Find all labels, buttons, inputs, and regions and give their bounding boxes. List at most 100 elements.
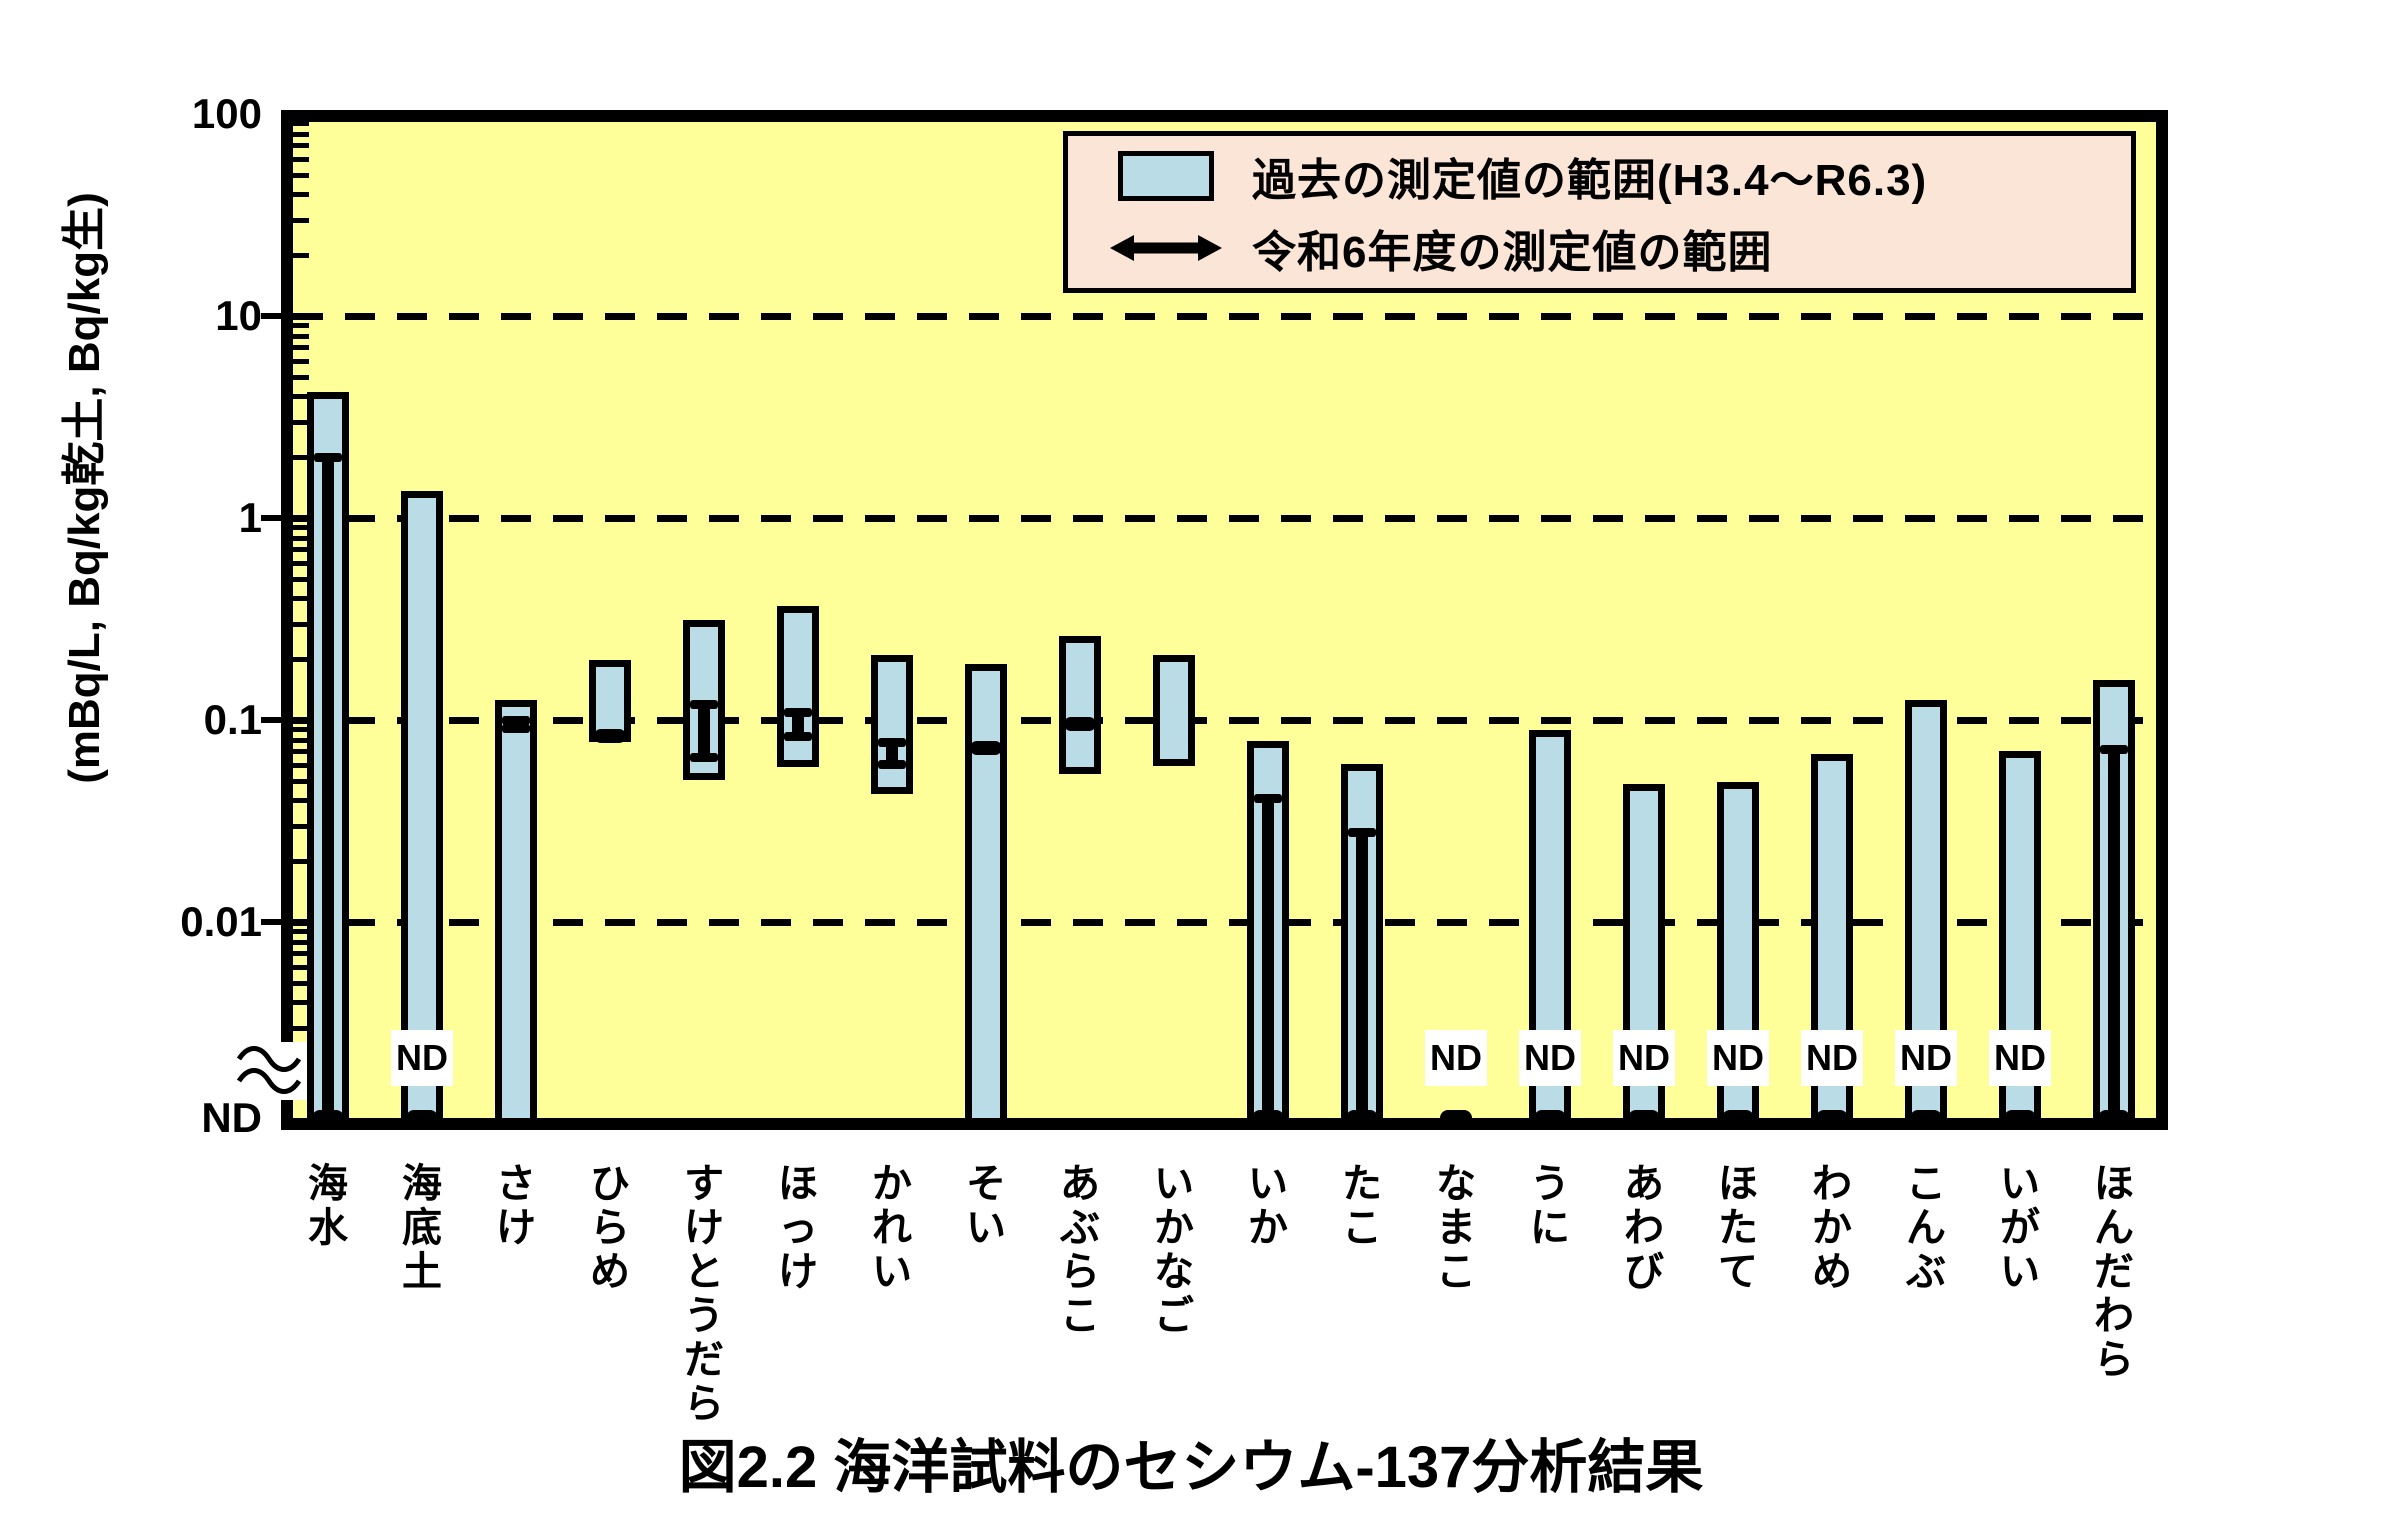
- current-range-cap: [690, 700, 718, 709]
- legend-item-current: 令和6年度の測定値の範囲: [1110, 216, 2131, 280]
- y-minor-tick: [293, 929, 309, 935]
- y-minor-tick: [293, 121, 309, 127]
- current-range-line: [1262, 798, 1274, 1118]
- nd-baseline-marker: [1628, 1110, 1660, 1126]
- category-label: こんぶ: [1906, 1162, 1946, 1294]
- category-label: なまこ: [1436, 1162, 1476, 1294]
- y-minor-tick: [293, 951, 309, 957]
- y-minor-tick: [293, 156, 309, 162]
- y-minor-tick: [293, 217, 309, 223]
- past-range-bar: [777, 606, 819, 768]
- nd-label: ND: [1895, 1030, 1957, 1086]
- y-minor-tick: [293, 657, 309, 663]
- category-label: わかめ: [1812, 1162, 1852, 1294]
- y-minor-tick: [293, 980, 309, 986]
- y-minor-tick: [293, 192, 309, 198]
- legend-item-past: 過去の測定値の範囲(H3.4～R6.3): [1110, 144, 2131, 208]
- nd-baseline-marker: [2098, 1110, 2130, 1126]
- current-range-line: [2108, 748, 2120, 1118]
- y-tick-label: 0.1: [203, 696, 262, 743]
- gridline: [293, 717, 2156, 724]
- past-range-bar: [1153, 655, 1195, 766]
- nd-label: ND: [1519, 1030, 1581, 1086]
- current-range-line: [322, 457, 334, 1118]
- category-label: さけ: [496, 1162, 536, 1250]
- y-minor-tick: [293, 749, 309, 755]
- category-label: 海水: [308, 1162, 348, 1250]
- nd-baseline-marker: [2004, 1110, 2036, 1126]
- current-range-cap: [314, 453, 342, 463]
- y-minor-tick: [293, 737, 309, 743]
- past-range-bar: [495, 700, 537, 1118]
- nd-baseline-marker: [1722, 1110, 1754, 1126]
- gridline: [293, 313, 2156, 320]
- gridline: [293, 919, 2156, 926]
- nd-baseline-marker: [1440, 1110, 1472, 1126]
- y-tick-label: 1: [238, 494, 262, 541]
- y-minor-tick: [293, 939, 309, 945]
- legend-past-key: [1110, 151, 1222, 201]
- current-value-marker: [1064, 717, 1096, 732]
- current-value-marker: [970, 740, 1002, 755]
- plot-inner: ND ND ND ND ND ND ND ND: [261, 121, 2156, 1126]
- y-minor-tick: [293, 358, 309, 364]
- y-tick-label: 100: [191, 90, 262, 137]
- current-range-cap: [502, 716, 530, 725]
- nd-label: ND: [1989, 1030, 2051, 1086]
- y-minor-tick: [293, 778, 309, 784]
- legend-past-label: 過去の測定値の範囲(H3.4～R6.3): [1252, 156, 1928, 205]
- current-range-line: [1356, 831, 1368, 1118]
- y-tick-label: 10: [215, 292, 262, 339]
- nd-baseline-marker: [1534, 1110, 1566, 1126]
- category-label: うに: [1530, 1162, 1570, 1250]
- current-value-marker: [594, 729, 626, 744]
- nd-baseline-marker: [1252, 1110, 1284, 1126]
- y-tick-label: ND: [201, 1094, 262, 1141]
- category-label: ほんだわら: [2094, 1162, 2134, 1382]
- y-minor-tick: [293, 798, 309, 804]
- current-range-cap: [878, 759, 906, 769]
- y-minor-tick: [293, 345, 309, 351]
- y-major-tick: [261, 515, 293, 521]
- y-minor-tick: [293, 727, 309, 733]
- nd-baseline-marker: [406, 1110, 438, 1126]
- y-major-tick: [261, 919, 293, 925]
- current-range-line: [698, 704, 710, 758]
- nd-label: ND: [1707, 1030, 1769, 1086]
- category-label: いがい: [2000, 1162, 2040, 1294]
- category-label: ひらめ: [590, 1162, 630, 1294]
- y-minor-tick: [293, 333, 309, 339]
- past-range-bar: [1059, 635, 1101, 775]
- y-minor-tick: [293, 576, 309, 582]
- category-label: たこ: [1342, 1162, 1382, 1250]
- y-minor-tick: [293, 323, 309, 329]
- y-minor-tick: [293, 455, 309, 461]
- y-minor-tick: [293, 964, 309, 970]
- category-label: かれい: [872, 1162, 912, 1294]
- current-range-cap: [1254, 794, 1282, 804]
- category-label: あわび: [1624, 1162, 1664, 1294]
- y-minor-tick: [293, 560, 309, 566]
- y-minor-tick: [293, 394, 309, 400]
- nd-label: ND: [1801, 1030, 1863, 1086]
- y-minor-tick: [293, 253, 309, 259]
- current-range-line: [792, 711, 804, 738]
- nd-label: ND: [1425, 1030, 1487, 1086]
- past-range-bar: [965, 664, 1007, 1118]
- y-minor-tick: [293, 621, 309, 627]
- current-range-cap: [878, 737, 906, 747]
- current-range-cap: [784, 707, 812, 717]
- past-range-bar: [871, 655, 913, 795]
- nd-baseline-marker: [1346, 1110, 1378, 1126]
- double-arrow-icon: [1110, 235, 1222, 261]
- current-range-cap: [690, 752, 718, 762]
- nd-baseline-marker: [312, 1110, 344, 1126]
- y-minor-tick: [293, 143, 309, 149]
- category-label: ほたて: [1718, 1162, 1758, 1294]
- nd-baseline-marker: [1816, 1110, 1848, 1126]
- current-range-cap: [502, 724, 530, 734]
- category-label: いか: [1248, 1162, 1288, 1250]
- past-range-bar: [401, 490, 443, 1118]
- gridline: [293, 515, 2156, 522]
